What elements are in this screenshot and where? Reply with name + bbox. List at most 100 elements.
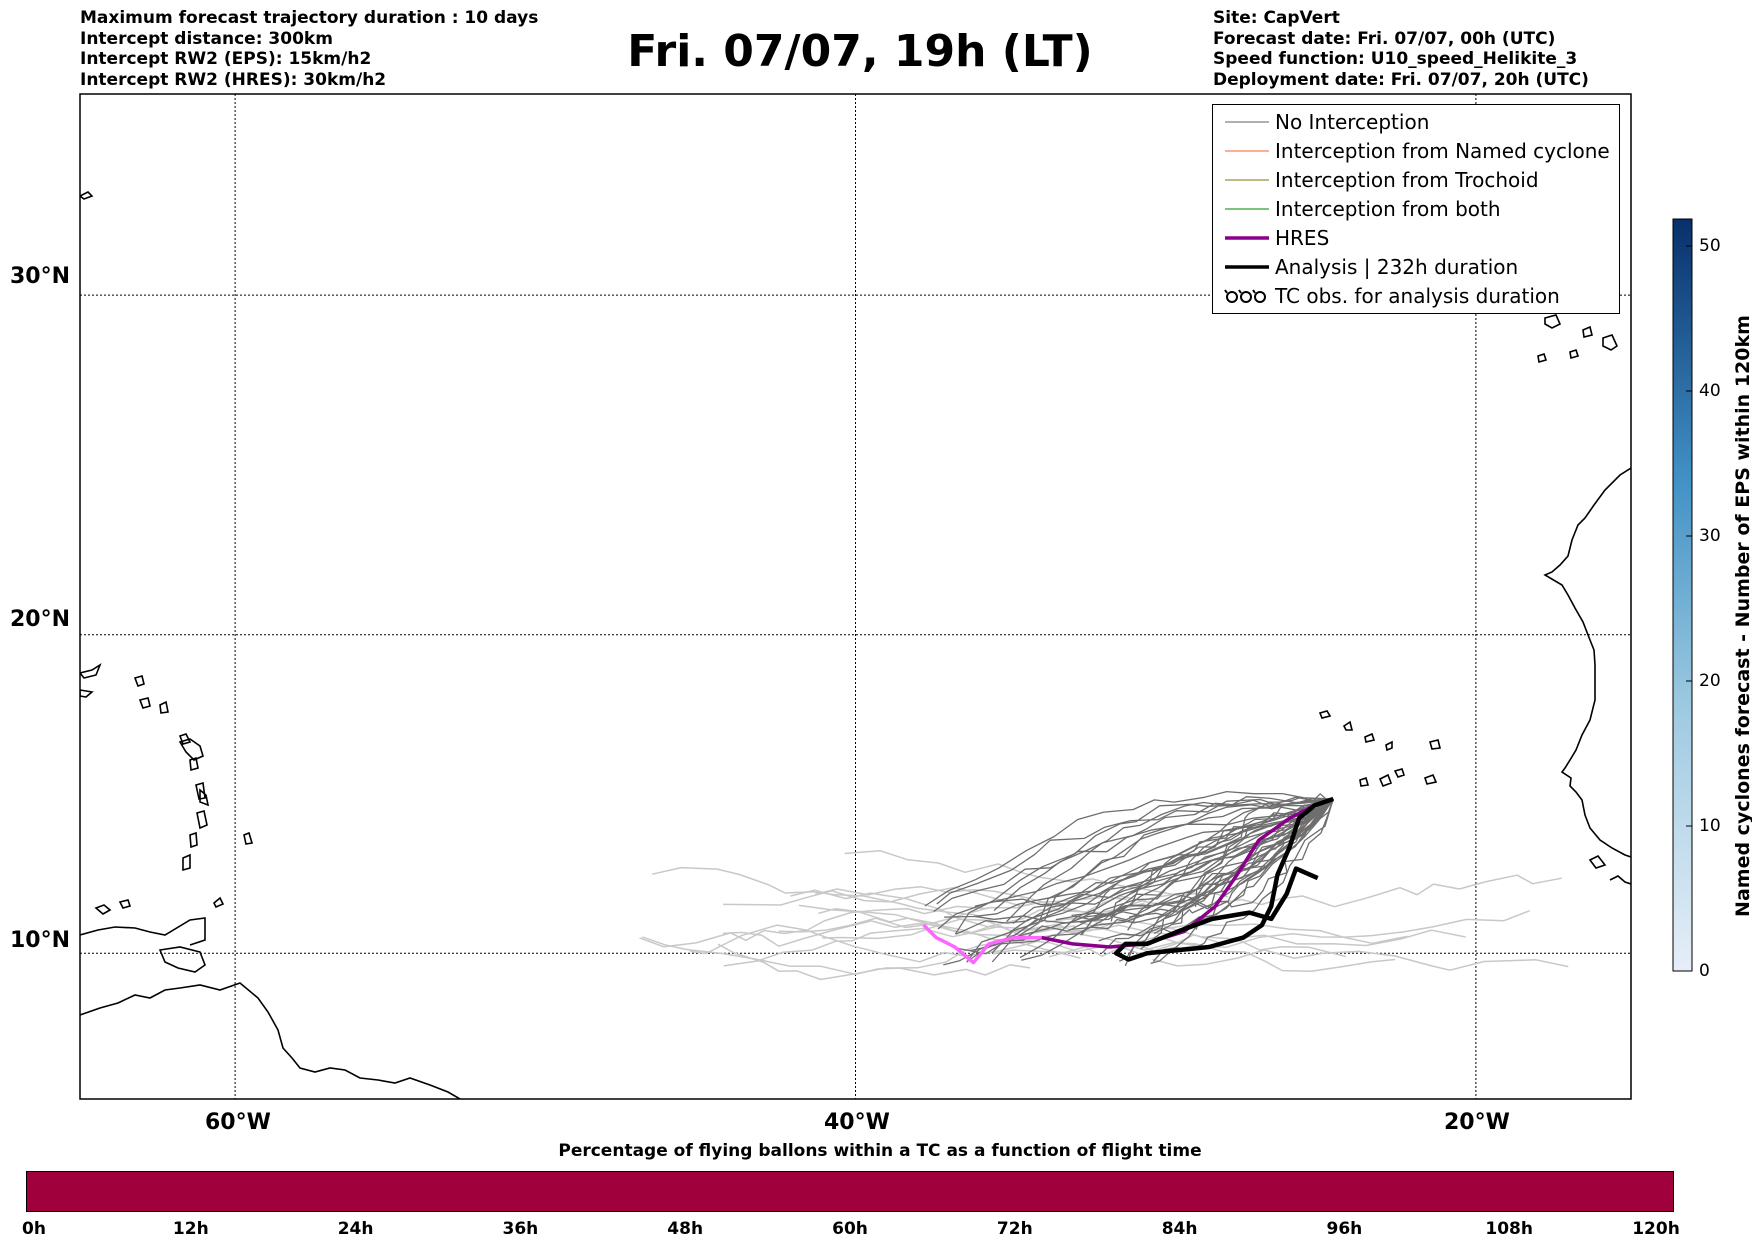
legend-label: No Interception [1275, 110, 1430, 134]
cyclone-colorbar-title: Named cyclones forecast - Number of EPS … [1732, 315, 1752, 917]
cabo-verde-islands [1318, 710, 1441, 788]
analysis-trajectory [1113, 796, 1334, 962]
cbar-tick: 10 [1699, 816, 1721, 836]
ensemble-trajectory [1081, 798, 1334, 936]
legend-entry-named-cyclone: Interception from Named cyclone [1213, 136, 1619, 165]
header-left: Maximum forecast trajectory duration : 1… [80, 8, 538, 90]
legend-line-both [1225, 208, 1269, 210]
legend-label: Interception from both [1275, 197, 1501, 221]
ensemble-trajectory-tail [1048, 935, 1396, 973]
legend-line-hres [1225, 236, 1269, 240]
legend-entry-tc-obs: TC obs. for analysis duration [1213, 281, 1619, 310]
west-africa-coast [1543, 467, 1631, 858]
lon-label-20w: 20°W [1444, 1110, 1510, 1135]
page-title: Fri. 07/07, 19h (LT) [627, 26, 1093, 77]
header-left-line-2: Intercept distance: 300km [80, 28, 333, 49]
lesser-antilles [80, 663, 254, 872]
cbar-tick: 30 [1699, 526, 1721, 546]
ensemble-trajectory [954, 798, 1334, 935]
percentage-tick-label: 72h [996, 1219, 1033, 1239]
cbar-tick: 40 [1699, 381, 1721, 401]
hres-trajectory-late [922, 923, 1042, 965]
hres-trajectory [1041, 797, 1334, 949]
ensemble-trajectory [966, 798, 1334, 963]
percentage-tick-label: 120h [1632, 1219, 1680, 1239]
legend-line-trochoid [1225, 179, 1269, 181]
ensemble-trajectory [957, 798, 1334, 955]
cyclone-colorbar [1672, 218, 1693, 972]
legend-label: TC obs. for analysis duration [1275, 284, 1560, 308]
legend-entry-both: Interception from both [1213, 194, 1619, 223]
header-right-line-1: Site: CapVert [1213, 8, 1340, 28]
tobago-coast [213, 896, 225, 909]
cbar-tick: 50 [1699, 236, 1721, 256]
canary-islands [1537, 314, 1619, 364]
header-right-line-2: Forecast date: Fri. 07/07, 00h (UTC) [1213, 28, 1556, 49]
percentage-tick-label: 96h [1326, 1219, 1363, 1239]
lat-label-20n: 20°N [10, 607, 71, 632]
header-right-line-4: Deployment date: Fri. 07/07, 20h (UTC) [1213, 69, 1589, 90]
percentage-tick-label: 48h [667, 1219, 704, 1239]
legend-entry-analysis: Analysis | 232h duration [1213, 252, 1619, 281]
legend-entry-hres: HRES [1213, 223, 1619, 252]
header-right: Site: CapVert Forecast date: Fri. 07/07,… [1213, 8, 1589, 90]
header-left-line-4: Intercept RW2 (HRES): 30km/h2 [80, 69, 387, 90]
ensemble-trajectory-tail [1152, 949, 1569, 971]
trinidad-coast [158, 946, 206, 973]
legend-label: Analysis | 232h duration [1275, 255, 1519, 279]
ensemble-trajectory [937, 798, 1334, 930]
ensemble-trajectory [936, 798, 1334, 905]
lon-label-40w: 40°W [824, 1110, 890, 1135]
cbar-tick: 20 [1699, 671, 1721, 691]
ensemble-trajectory-tail [639, 905, 989, 948]
ensemble-trajectory [1004, 798, 1334, 942]
legend-label: Interception from Trochoid [1275, 168, 1539, 192]
ensemble-trajectory-tail [717, 939, 1081, 981]
africa-stub [1588, 854, 1631, 885]
legend-label: Interception from Named cyclone [1275, 139, 1610, 163]
ensemble-trajectory-tail [642, 936, 1031, 976]
bermuda-like [80, 191, 94, 200]
ensemble-trajectory [1101, 798, 1334, 954]
ensemble-trajectory-tail [652, 866, 1027, 921]
lat-label-10n: 10°N [10, 928, 71, 953]
legend: No Interception Interception from Named … [1212, 104, 1620, 314]
legend-entry-no-interception: No Interception [1213, 107, 1619, 136]
map-frame [79, 93, 1632, 1100]
lat-label-30n: 30°N [10, 264, 71, 289]
legend-line-analysis [1225, 265, 1269, 269]
grenada-coast [94, 899, 132, 915]
percentage-tick-label: 36h [502, 1219, 539, 1239]
ensemble-trajectory [991, 798, 1334, 963]
percentage-colorbar-title: Percentage of flying ballons within a TC… [558, 1141, 1202, 1161]
trajectories [639, 790, 1569, 981]
ensemble-trajectory [1006, 796, 1334, 923]
ensemble-trajectory-tail [723, 925, 1076, 967]
tc-symbol-icon [1224, 289, 1266, 303]
percentage-tick-label: 60h [832, 1219, 868, 1239]
legend-line-no-interception [1225, 121, 1269, 123]
percentage-tick-label: 84h [1161, 1219, 1198, 1239]
coastlines [80, 191, 1631, 1099]
header-left-line-3: Intercept RW2 (EPS): 15km/h2 [80, 49, 372, 69]
legend-label: HRES [1275, 226, 1330, 250]
header-left-line-1: Maximum forecast trajectory duration : 1… [80, 8, 539, 28]
cyclone-colorbar-ticks [1686, 245, 1692, 972]
south-america-coast [80, 982, 461, 1099]
legend-entry-trochoid: Interception from Trochoid [1213, 165, 1619, 194]
ensemble-trajectory [924, 790, 1334, 907]
cbar-tick: 0 [1699, 961, 1710, 981]
percentage-tick-label: 12h [172, 1219, 209, 1239]
ensemble-trajectory-tail [844, 849, 1228, 898]
percentage-tick-label: 24h [337, 1219, 374, 1239]
ensemble-trajectory [1150, 798, 1334, 965]
percentage-tick-label: 108h [1485, 1219, 1533, 1239]
ensemble-trajectory-tail [1220, 874, 1562, 908]
ensemble-trajectory [955, 798, 1334, 935]
ensemble-trajectory-tail [992, 934, 1346, 958]
paria-coast [80, 917, 206, 946]
percentage-colorbar [26, 1171, 1674, 1212]
ensemble-trajectory [933, 798, 1334, 913]
header-right-line-3: Speed function: U10_speed_Helikite_3 [1213, 49, 1578, 69]
percentage-tick-label: 0h [22, 1219, 46, 1239]
